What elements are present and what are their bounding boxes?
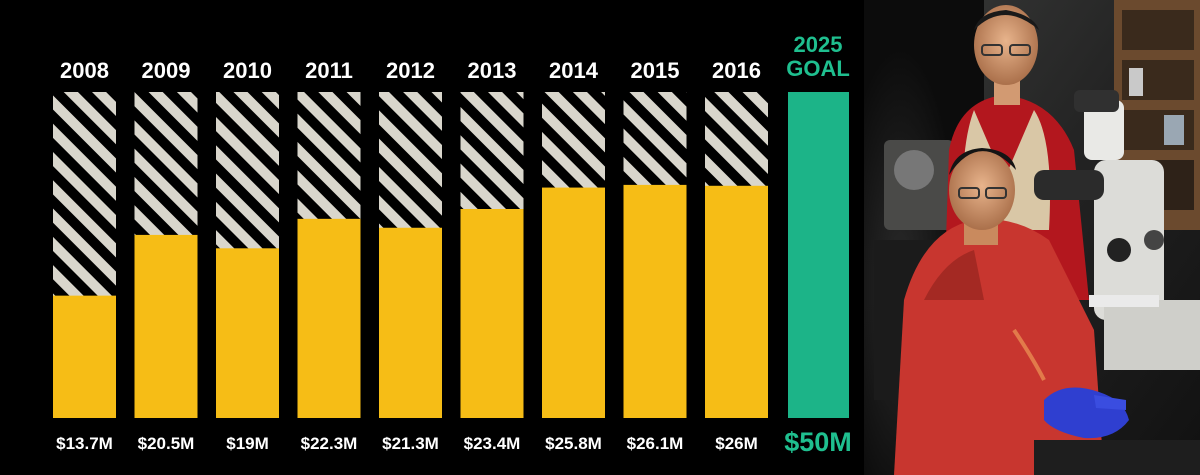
value-label-2013: $23.4M — [464, 434, 521, 453]
value-label-2016: $26M — [715, 434, 758, 453]
value-label-2011: $22.3M — [301, 434, 358, 453]
year-label-2010: 2010 — [223, 58, 272, 83]
bar-2014 — [542, 187, 605, 418]
year-label-2011: 2011 — [305, 58, 353, 83]
goal-value-label: $50M — [784, 427, 852, 457]
value-label-2015: $26.1M — [627, 434, 684, 453]
year-label-2015: 2015 — [631, 58, 680, 83]
bar-2011 — [297, 218, 361, 418]
lab-researchers-photo — [864, 0, 1200, 475]
year-label-2014: 2014 — [549, 58, 599, 83]
bar-2013 — [460, 209, 524, 418]
bar-2012 — [379, 227, 442, 418]
bar-2008 — [53, 295, 116, 418]
year-label-2008: 2008 — [60, 58, 109, 83]
goal-year-label: 2025 — [794, 32, 843, 57]
bar-2016 — [705, 185, 768, 418]
goal-word-label: GOAL — [786, 56, 850, 81]
value-label-2014: $25.8M — [545, 434, 602, 453]
value-label-2008: $13.7M — [56, 434, 113, 453]
value-label-2010: $19M — [226, 434, 269, 453]
year-label-2009: 2009 — [142, 58, 191, 83]
bar-2015 — [623, 184, 687, 418]
year-label-2016: 2016 — [712, 58, 761, 83]
year-label-2012: 2012 — [386, 58, 435, 83]
bar-2009 — [134, 234, 198, 418]
value-label-2012: $21.3M — [382, 434, 439, 453]
year-label-2013: 2013 — [468, 58, 517, 83]
bar-2010 — [216, 248, 279, 418]
goal-bar — [788, 92, 849, 418]
value-label-2009: $20.5M — [138, 434, 195, 453]
